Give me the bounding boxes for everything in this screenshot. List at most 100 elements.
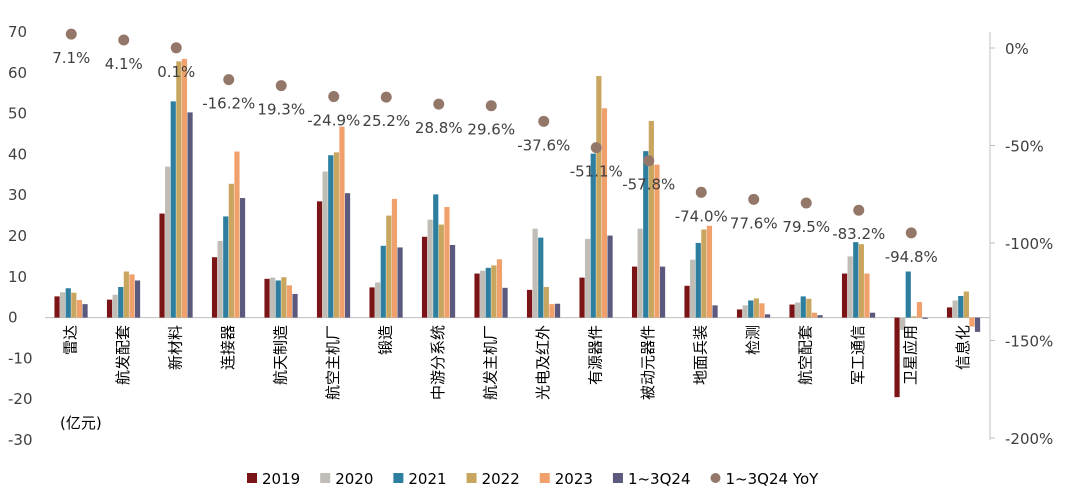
bar-2022: [596, 76, 602, 318]
bar-2021: [223, 216, 229, 318]
yoy-data-label: -24.9%: [307, 112, 360, 130]
category-label: 雷达: [61, 325, 79, 355]
bar-2022: [648, 120, 654, 318]
bar-2020: [375, 282, 381, 318]
bar-1~3Q24: [712, 305, 718, 318]
bar-2022: [858, 244, 864, 318]
bar-2022: [176, 61, 182, 318]
bar-2019: [526, 289, 533, 318]
bar-1~3Q24: [187, 112, 193, 318]
legend-label: 2019: [262, 470, 300, 488]
bar-2021: [538, 237, 544, 318]
yoy-dot: [643, 155, 655, 167]
bar-2020: [637, 228, 643, 318]
legend: 2019 2020 2021 2022 2023 1~3Q24 1~3Q24 YoY: [247, 470, 819, 488]
bar-1~3Q24: [554, 303, 561, 318]
legend-yoy-marker: [710, 473, 721, 483]
bar-2022: [963, 291, 969, 318]
bar-1~3Q24: [82, 304, 88, 318]
yoy-data-label: -16.2%: [202, 95, 255, 113]
bar-2021: [118, 287, 124, 318]
yoy-dot: [485, 100, 497, 112]
bar-2023: [339, 126, 345, 318]
bar-2022: [333, 152, 339, 318]
bar-2023: [391, 198, 398, 318]
bar-2020: [165, 166, 171, 318]
bar-2021: [695, 242, 701, 318]
bar-2023: [654, 164, 660, 318]
yoy-data-label: 7.1%: [52, 49, 90, 67]
y-right-tick-label: -150%: [1005, 333, 1053, 351]
yoy-dot: [170, 42, 182, 54]
bar-2021: [853, 242, 859, 318]
bar-1~3Q24: [397, 247, 403, 318]
y-right-tick-label: -200%: [1005, 430, 1053, 448]
bar-2023: [916, 302, 923, 318]
bar-2022: [386, 215, 392, 318]
category-label: 航空配套: [796, 325, 814, 385]
legend-label: 2023: [555, 470, 593, 488]
category-label: 被动元器件: [639, 325, 657, 400]
yoy-data-label: 19.3%: [257, 101, 305, 119]
y-right-tick-label: 0%: [1005, 40, 1029, 58]
legend-label: 1~3Q24: [628, 470, 691, 488]
bar-2019: [159, 213, 165, 318]
labels: 雷达 航发配套 新材料 连接器 航天制造 航空主机厂 锻造 中游分系统 航发主机厂 光电及红外 有源…: [60, 325, 972, 432]
bar-2020: [742, 305, 748, 318]
bar-2023: [706, 225, 713, 318]
bar-1~3Q24: [817, 315, 823, 318]
yoy-data-label: 29.6%: [467, 121, 515, 139]
y-left-tick-label: -30: [8, 431, 33, 449]
bar-1~3Q24: [502, 287, 508, 318]
yoy-dot: [590, 142, 602, 154]
y-left-tick-label: 20: [8, 227, 27, 245]
yoy-dot: [380, 91, 392, 103]
bar-2020: [112, 294, 118, 318]
bar-2022: [281, 277, 287, 318]
bar-2021: [590, 153, 596, 318]
bar-2020: [427, 219, 433, 318]
legend-swatch: [466, 473, 477, 483]
bar-2020: [952, 300, 958, 318]
legend-label: 2022: [482, 470, 520, 488]
yoy-dot: [695, 186, 707, 198]
yoy-dot: [65, 28, 77, 40]
category-label: 新材料: [166, 325, 184, 370]
bar-2023: [129, 274, 135, 318]
bar-2022: [806, 298, 812, 318]
bar-2021: [65, 288, 71, 318]
bar-1~3Q24: [239, 198, 246, 318]
bar-2023: [601, 108, 608, 318]
bar-1~3Q24: [764, 314, 771, 318]
y-left-tick-label: 10: [8, 268, 27, 286]
bar-2021: [748, 300, 754, 318]
yoy-data-label: 25.2%: [362, 112, 410, 130]
y-left-tick-label: -10: [8, 349, 33, 367]
y-left-tick-label: 40: [8, 145, 27, 163]
yoy-markers: 7.1% 4.1% 0.1% -16.2% 19.3%-24.9% 25.2% 28.8% 2…: [52, 28, 938, 266]
bar-2019: [631, 266, 638, 318]
category-label: 有源器件: [586, 325, 604, 385]
yoy-dot: [748, 193, 760, 205]
yoy-data-label: -37.6%: [517, 136, 570, 154]
bar-2019: [841, 273, 848, 318]
yoy-data-label: -74.0%: [675, 207, 728, 225]
yoy-dot: [118, 34, 130, 46]
y-left-tick-label: 60: [8, 64, 27, 82]
bar-2020: [795, 302, 801, 318]
y-right-tick-label: -50%: [1005, 138, 1044, 156]
bar-2020: [585, 238, 591, 318]
category-label: 卫星应用: [901, 325, 919, 385]
bar-1~3Q24: [922, 317, 928, 319]
bar-2020: [690, 259, 696, 318]
bar-2019: [316, 201, 323, 318]
axes: 70 60 50 40 30 20 10 0 -10 -20 -30 0% -50% -100% -150%…: [8, 23, 1053, 449]
bar-2023: [759, 303, 765, 318]
bar-2022: [543, 287, 549, 318]
y-left-tick-label: 0: [8, 309, 18, 327]
category-label: 光电及红外: [534, 325, 552, 400]
bar-2021: [958, 295, 964, 318]
yoy-data-label: -57.8%: [622, 176, 675, 194]
